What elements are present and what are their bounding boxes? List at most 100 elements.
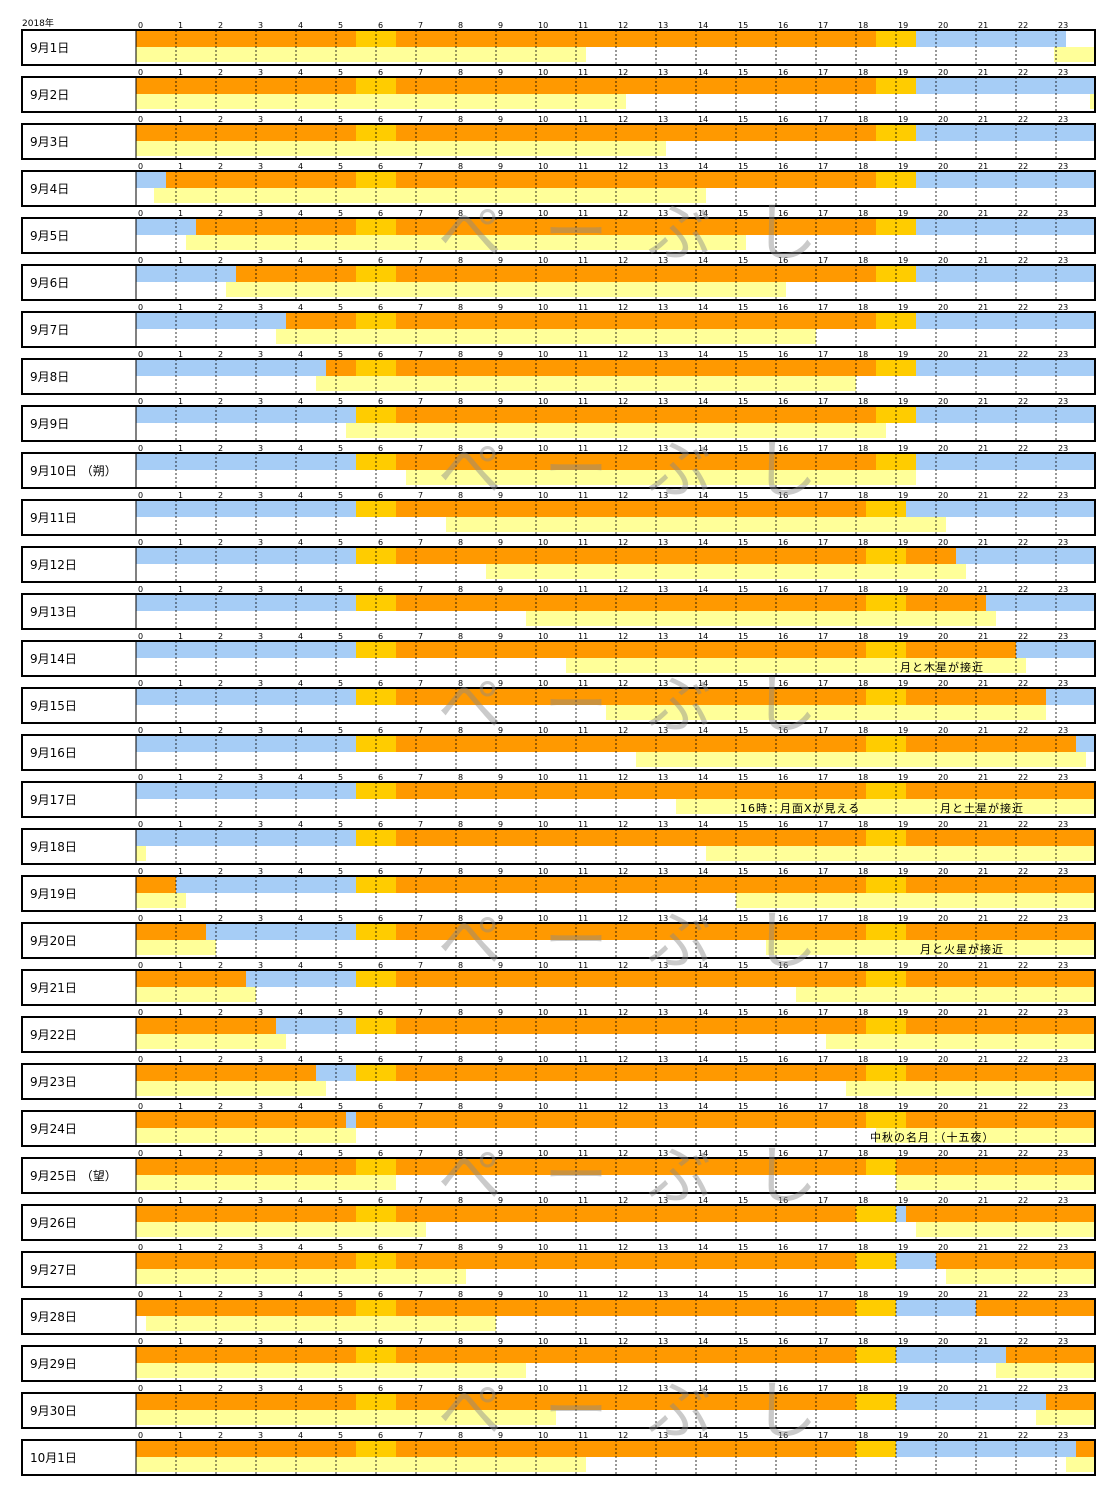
hour-label: 21 xyxy=(978,1008,988,1017)
hour-label: 19 xyxy=(898,350,908,359)
day-row: 0 1 2 3 4 5 6 7 8 9 10 11 12 13 14 15 16 17 18 19 20 21 22 239月… xyxy=(21,1196,1096,1241)
hour-label: 13 xyxy=(658,1008,668,1017)
hour-label: 8 xyxy=(458,1337,463,1346)
hour-label: 11 xyxy=(578,303,588,312)
hour-label: 14 xyxy=(698,1337,708,1346)
hour-label: 0 xyxy=(138,209,143,218)
hour-label: 15 xyxy=(738,1196,748,1205)
hour-label: 1 xyxy=(178,1384,183,1393)
hour-label: 5 xyxy=(338,1008,343,1017)
hour-label: 5 xyxy=(338,491,343,500)
hour-label: 22 xyxy=(1018,68,1028,77)
hour-label: 20 xyxy=(938,350,948,359)
hour-label: 2 xyxy=(218,867,223,876)
sky-night-bar xyxy=(896,1347,1006,1363)
hour-label: 23 xyxy=(1058,1337,1068,1346)
hour-label: 6 xyxy=(378,585,383,594)
hour-label: 16 xyxy=(778,491,788,500)
hour-label: 16 xyxy=(778,162,788,171)
hour-label: 9 xyxy=(498,1149,503,1158)
hour-label: 13 xyxy=(658,632,668,641)
date-label: 9月2日 xyxy=(30,88,69,102)
day-row: 0 1 2 3 4 5 6 7 8 9 10 11 12 13 14 15 16 17 18 19 20 21 22 239月… xyxy=(21,256,1096,301)
hour-label: 7 xyxy=(418,491,423,500)
hour-label: 15 xyxy=(738,1243,748,1252)
moon-visible-bar xyxy=(136,987,256,1002)
hour-label: 9 xyxy=(498,1055,503,1064)
hour-label: 3 xyxy=(258,115,263,124)
hour-label: 13 xyxy=(658,115,668,124)
hour-label: 10 xyxy=(538,1102,548,1111)
sky-night-bar xyxy=(176,877,356,893)
hour-label: 2 xyxy=(218,303,223,312)
hour-label: 14 xyxy=(698,538,708,547)
hour-label: 12 xyxy=(618,209,628,218)
hour-label: 17 xyxy=(818,585,828,594)
day-row: 0 1 2 3 4 5 6 7 8 9 10 11 12 13 14 15 16 17 18 19 20 21 22 239月… xyxy=(21,632,1096,677)
hour-label: 4 xyxy=(298,1196,303,1205)
hour-label: 19 xyxy=(898,21,908,30)
hour-label: 9 xyxy=(498,1243,503,1252)
hour-label: 1 xyxy=(178,1431,183,1440)
event-note: 月と木星が接近 xyxy=(900,660,984,674)
hour-label: 23 xyxy=(1058,1431,1068,1440)
date-label: 9月26日 xyxy=(30,1216,77,1230)
hour-label: 20 xyxy=(938,1290,948,1299)
day-row: 0 1 2 3 4 5 6 7 8 9 10 11 12 13 14 15 16 17 18 19 20 21 22 239月… xyxy=(21,350,1096,395)
hour-label: 2 xyxy=(218,1196,223,1205)
hour-label: 5 xyxy=(338,538,343,547)
hour-label: 3 xyxy=(258,914,263,923)
hour-label: 22 xyxy=(1018,256,1028,265)
date-label: 9月19日 xyxy=(30,887,77,901)
hour-label: 4 xyxy=(298,162,303,171)
row-frame xyxy=(21,640,1096,677)
hour-label: 15 xyxy=(738,115,748,124)
sky-twilight-bar xyxy=(856,1206,896,1222)
sky-twilight-bar xyxy=(866,783,906,799)
hour-label: 2 xyxy=(218,1337,223,1346)
hour-label: 16 xyxy=(778,585,788,594)
sky-twilight-bar xyxy=(866,689,906,705)
hour-label: 18 xyxy=(858,350,868,359)
hour-label: 0 xyxy=(138,350,143,359)
hour-label: 9 xyxy=(498,914,503,923)
hour-label: 19 xyxy=(898,585,908,594)
sky-twilight-bar xyxy=(866,501,906,517)
day-row: 0 1 2 3 4 5 6 7 8 9 10 11 12 13 14 15 16 17 18 19 20 21 22 239月… xyxy=(21,679,1096,724)
row-frame xyxy=(21,170,1096,207)
hour-label: 7 xyxy=(418,914,423,923)
hour-label: 20 xyxy=(938,867,948,876)
hour-label: 10 xyxy=(538,1008,548,1017)
hour-label: 2 xyxy=(218,1431,223,1440)
hour-label: 0 xyxy=(138,867,143,876)
sky-night-bar xyxy=(276,1018,356,1034)
hour-label: 8 xyxy=(458,1055,463,1064)
date-label: 9月16日 xyxy=(30,746,77,760)
date-label: 9月25日 （望） xyxy=(30,1169,117,1183)
hour-label: 16 xyxy=(778,1055,788,1064)
hour-label: 14 xyxy=(698,1055,708,1064)
hour-label: 15 xyxy=(738,961,748,970)
hour-label: 14 xyxy=(698,162,708,171)
hour-label: 13 xyxy=(658,1055,668,1064)
date-label: 9月20日 xyxy=(30,934,77,948)
hour-label: 9 xyxy=(498,961,503,970)
hour-label: 9 xyxy=(498,162,503,171)
hour-label: 18 xyxy=(858,679,868,688)
hour-label: 9 xyxy=(498,303,503,312)
hour-label: 2 xyxy=(218,115,223,124)
hour-label: 19 xyxy=(898,961,908,970)
hour-label: 17 xyxy=(818,867,828,876)
hour-label: 13 xyxy=(658,1290,668,1299)
hour-label: 21 xyxy=(978,491,988,500)
hour-label: 12 xyxy=(618,914,628,923)
hour-label: 2 xyxy=(218,21,223,30)
hour-label: 16 xyxy=(778,1337,788,1346)
hour-label: 2 xyxy=(218,397,223,406)
hour-label: 1 xyxy=(178,68,183,77)
date-label: 9月22日 xyxy=(30,1028,77,1042)
hour-label: 15 xyxy=(738,162,748,171)
hour-label: 21 xyxy=(978,397,988,406)
hour-label: 11 xyxy=(578,115,588,124)
hour-label: 0 xyxy=(138,1196,143,1205)
